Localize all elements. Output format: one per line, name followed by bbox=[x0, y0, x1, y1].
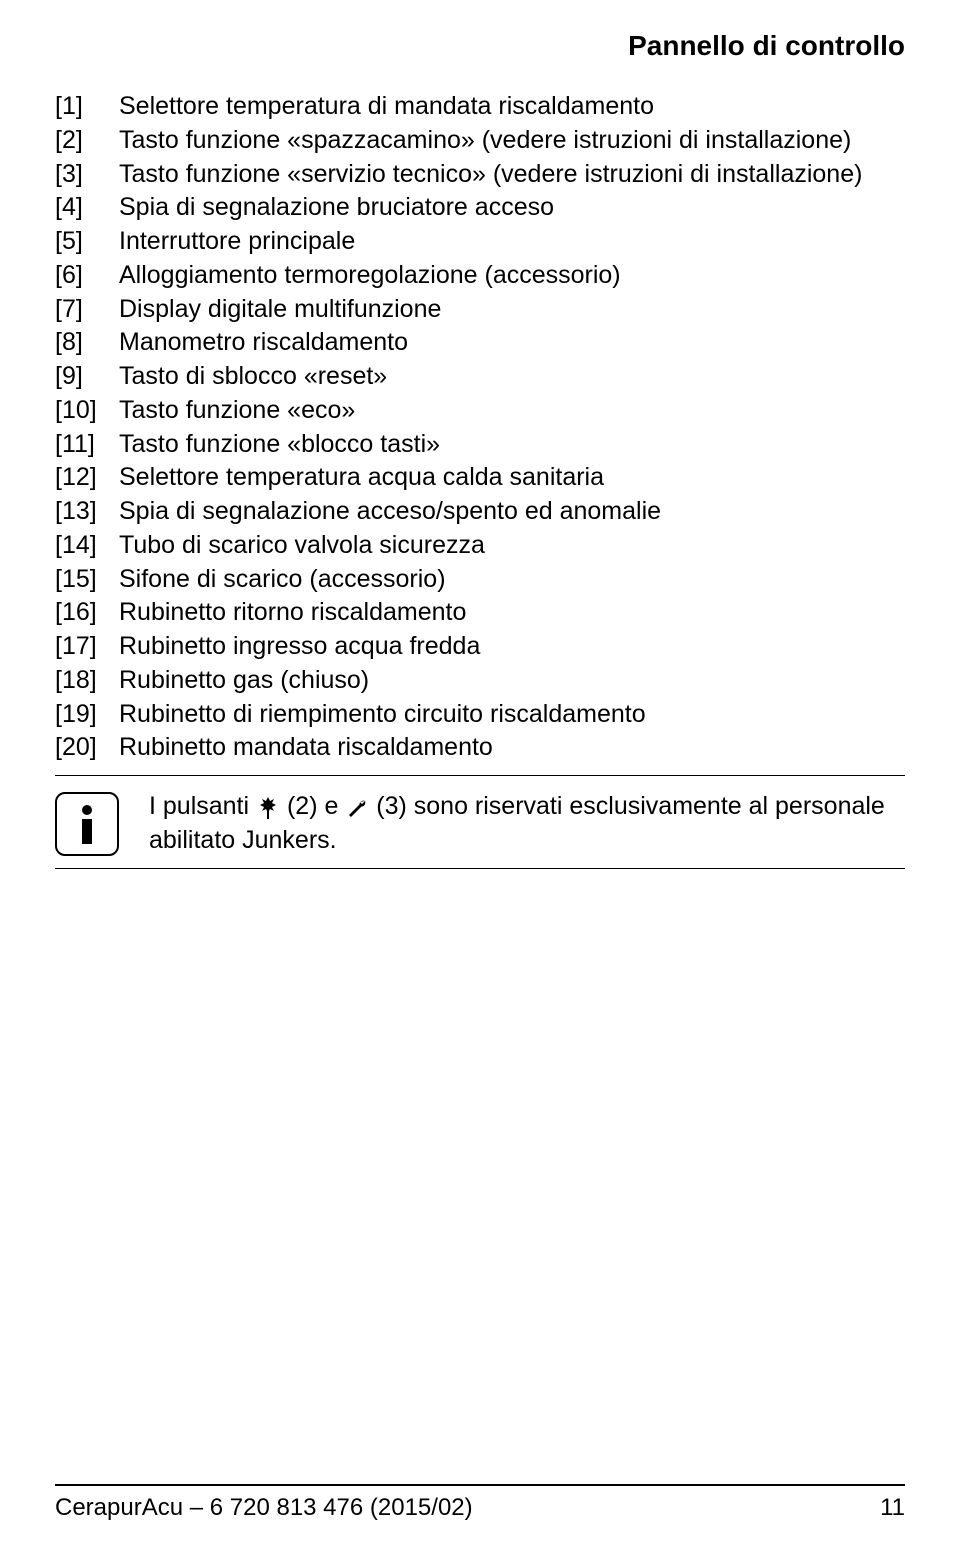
legend-row: [15]Sifone di scarico (accessorio) bbox=[55, 563, 905, 597]
legend-row: [3]Tasto funzione «servizio tecnico» (ve… bbox=[55, 158, 905, 192]
legend-desc: Tubo di scarico valvola sicurezza bbox=[119, 529, 905, 563]
legend-row: [6]Alloggiamento termoregolazione (acces… bbox=[55, 259, 905, 293]
legend-row: [18]Rubinetto gas (chiuso) bbox=[55, 664, 905, 698]
legend-key: [12] bbox=[55, 461, 119, 495]
legend-key: [13] bbox=[55, 495, 119, 529]
wrench-icon bbox=[345, 795, 369, 819]
legend-desc: Tasto funzione «blocco tasti» bbox=[119, 428, 905, 462]
legend-desc: Tasto di sblocco «reset» bbox=[119, 360, 905, 394]
note-text: I pulsanti (2) e (3) sono riservati escl… bbox=[149, 790, 905, 858]
legend-desc: Tasto funzione «spazzacamino» (vedere is… bbox=[119, 124, 905, 158]
note-mid1: (2) e bbox=[280, 792, 345, 820]
legend-key: [19] bbox=[55, 698, 119, 732]
footer-page-number: 11 bbox=[880, 1494, 905, 1522]
legend-desc: Rubinetto gas (chiuso) bbox=[119, 664, 905, 698]
legend-key: [9] bbox=[55, 360, 119, 394]
legend-desc: Rubinetto mandata riscaldamento bbox=[119, 731, 905, 765]
legend-row: [4]Spia di segnalazione bruciatore acces… bbox=[55, 191, 905, 225]
legend-key: [11] bbox=[55, 428, 119, 462]
legend-key: [14] bbox=[55, 529, 119, 563]
legend-desc: Spia di segnalazione acceso/spento ed an… bbox=[119, 495, 905, 529]
legend-row: [11]Tasto funzione «blocco tasti» bbox=[55, 428, 905, 462]
legend-key: [8] bbox=[55, 326, 119, 360]
chimney-sweep-icon bbox=[256, 795, 280, 819]
legend-key: [17] bbox=[55, 630, 119, 664]
legend-list: [1]Selettore temperatura di mandata risc… bbox=[55, 90, 905, 765]
legend-desc: Selettore temperatura acqua calda sanita… bbox=[119, 461, 905, 495]
legend-desc: Rubinetto ingresso acqua fredda bbox=[119, 630, 905, 664]
legend-desc: Display digitale multifunzione bbox=[119, 293, 905, 327]
legend-desc: Selettore temperatura di mandata riscald… bbox=[119, 90, 905, 124]
legend-desc: Rubinetto di riempimento circuito riscal… bbox=[119, 698, 905, 732]
info-icon bbox=[55, 792, 119, 856]
legend-desc: Manometro riscaldamento bbox=[119, 326, 905, 360]
legend-key: [4] bbox=[55, 191, 119, 225]
legend-key: [16] bbox=[55, 596, 119, 630]
legend-key: [7] bbox=[55, 293, 119, 327]
legend-key: [20] bbox=[55, 731, 119, 765]
note-mid2: (3) sono riservati esclusivamente al per… bbox=[369, 792, 837, 820]
footer-doc-id: CerapurAcu – 6 720 813 476 (2015/02) bbox=[55, 1494, 473, 1522]
legend-row: [10]Tasto funzione «eco» bbox=[55, 394, 905, 428]
legend-key: [6] bbox=[55, 259, 119, 293]
legend-row: [7]Display digitale multifunzione bbox=[55, 293, 905, 327]
legend-row: [5]Interruttore principale bbox=[55, 225, 905, 259]
legend-key: [3] bbox=[55, 158, 119, 192]
legend-row: [13]Spia di segnalazione acceso/spento e… bbox=[55, 495, 905, 529]
divider-top bbox=[55, 775, 905, 776]
legend-key: [18] bbox=[55, 664, 119, 698]
legend-desc: Tasto funzione «eco» bbox=[119, 394, 905, 428]
legend-row: [2]Tasto funzione «spazzacamino» (vedere… bbox=[55, 124, 905, 158]
legend-desc: Sifone di scarico (accessorio) bbox=[119, 563, 905, 597]
legend-row: [16]Rubinetto ritorno riscaldamento bbox=[55, 596, 905, 630]
legend-row: [8]Manometro riscaldamento bbox=[55, 326, 905, 360]
legend-row: [20]Rubinetto mandata riscaldamento bbox=[55, 731, 905, 765]
legend-row: [17]Rubinetto ingresso acqua fredda bbox=[55, 630, 905, 664]
legend-row: [19]Rubinetto di riempimento circuito ri… bbox=[55, 698, 905, 732]
section-title: Pannello di controllo bbox=[55, 30, 905, 62]
divider-bottom bbox=[55, 868, 905, 869]
legend-key: [5] bbox=[55, 225, 119, 259]
legend-key: [15] bbox=[55, 563, 119, 597]
legend-row: [9]Tasto di sblocco «reset» bbox=[55, 360, 905, 394]
footer-rule bbox=[55, 1484, 905, 1486]
legend-row: [12]Selettore temperatura acqua calda sa… bbox=[55, 461, 905, 495]
legend-row: [14]Tubo di scarico valvola sicurezza bbox=[55, 529, 905, 563]
legend-desc: Alloggiamento termoregolazione (accessor… bbox=[119, 259, 905, 293]
legend-key: [2] bbox=[55, 124, 119, 158]
legend-row: [1]Selettore temperatura di mandata risc… bbox=[55, 90, 905, 124]
info-note: I pulsanti (2) e (3) sono riservati escl… bbox=[55, 790, 905, 858]
page-footer: CerapurAcu – 6 720 813 476 (2015/02) 11 bbox=[55, 1484, 905, 1522]
legend-desc: Spia di segnalazione bruciatore acceso bbox=[119, 191, 905, 225]
legend-desc: Interruttore principale bbox=[119, 225, 905, 259]
legend-key: [10] bbox=[55, 394, 119, 428]
note-pre: I pulsanti bbox=[149, 792, 256, 820]
legend-desc: Rubinetto ritorno riscaldamento bbox=[119, 596, 905, 630]
legend-key: [1] bbox=[55, 90, 119, 124]
legend-desc: Tasto funzione «servizio tecnico» (veder… bbox=[119, 158, 905, 192]
